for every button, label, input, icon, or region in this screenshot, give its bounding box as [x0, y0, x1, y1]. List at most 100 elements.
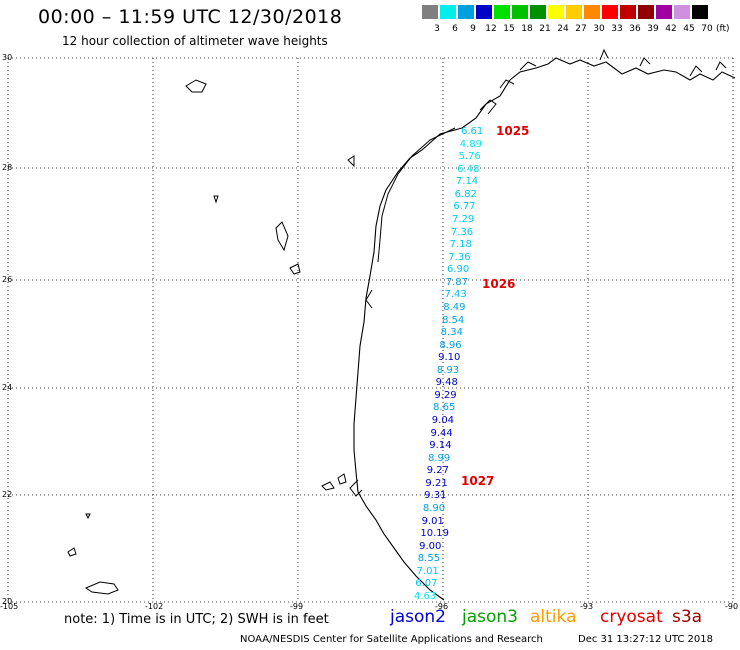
latitude-label: 22: [2, 490, 13, 499]
swh-value: 9.29: [434, 389, 457, 401]
barrier-island: [377, 127, 456, 263]
swh-value: 7.01: [416, 565, 439, 577]
color-scale-label: 36: [629, 24, 641, 34]
island-outline: [321, 481, 335, 491]
lake-outline: [289, 263, 301, 275]
color-swatch: [692, 5, 708, 19]
swh-value: 7.36: [450, 226, 474, 238]
swh-value: 7.87: [445, 276, 469, 288]
swh-value: 9.44: [430, 427, 453, 439]
color-scale-label: 27: [575, 24, 587, 34]
longitude-label: -90: [725, 602, 739, 611]
color-swatch: [512, 5, 528, 19]
latitude-label: 20: [2, 597, 13, 606]
swh-value: 9.00: [419, 540, 442, 552]
swh-value: 6.48: [457, 163, 480, 175]
swh-value: 6.07: [415, 578, 438, 590]
footer-note: note: 1) Time is in UTC; 2) SWH is in fe…: [64, 612, 329, 627]
color-scale-label: 45: [683, 24, 695, 34]
swh-value: 8.49: [443, 301, 466, 313]
lake-outline: [185, 79, 207, 93]
swh-value: 7.43: [444, 289, 467, 301]
color-scale-unit: (ft): [716, 24, 730, 34]
swh-value: 9.01: [421, 515, 444, 527]
swh-value: 6.90: [447, 264, 470, 276]
swh-value: 8.96: [439, 339, 462, 351]
color-scale-label: 9: [470, 24, 476, 34]
bay-outline: [349, 61, 537, 497]
swh-value: 7.14: [455, 176, 479, 188]
swh-value: 7.18: [449, 239, 472, 251]
latitude-label: 30: [2, 53, 13, 62]
swh-value: 8.34: [440, 327, 463, 339]
color-swatch: [584, 5, 600, 19]
lat-lon-grid: [7, 57, 734, 603]
color-swatch: [422, 5, 438, 19]
color-swatch: [638, 5, 654, 19]
swh-value: 4.63: [414, 591, 437, 602]
latitude-label: 26: [2, 275, 13, 284]
swh-value: 10.19: [420, 528, 449, 540]
color-swatch: [566, 5, 582, 19]
latitude-label: 28: [2, 163, 13, 172]
swh-value: 9.48: [435, 377, 458, 389]
color-scale-label: 21: [539, 24, 551, 34]
swh-value: 9.27: [426, 465, 449, 477]
pass-label-1026: 1026: [482, 277, 516, 291]
pass-label-1027: 1027: [461, 474, 495, 488]
longitude-label: -102: [145, 602, 164, 611]
color-scale-label: 18: [521, 24, 533, 34]
swh-value: 8.65: [433, 402, 456, 414]
swh-value: 9.04: [431, 415, 455, 427]
swh-value: 7.36: [448, 251, 471, 263]
credit-line: NOAA/NESDIS Center for Satellite Applica…: [240, 634, 543, 645]
color-swatch: [494, 5, 510, 19]
swh-value: 8.54: [441, 314, 465, 326]
color-scale-label: 39: [647, 24, 659, 34]
coast-inlet: [599, 48, 727, 77]
swh-value: 8.55: [417, 553, 441, 565]
longitude-label: -99: [290, 602, 304, 611]
color-scale-label: 70: [701, 24, 713, 34]
island-outline: [84, 581, 119, 595]
swh-value: 9.21: [425, 477, 448, 489]
color-scale-label: 24: [557, 24, 569, 34]
latitude-label: 24: [2, 383, 13, 392]
color-swatch: [458, 5, 474, 19]
pass-label-1025: 1025: [496, 124, 530, 138]
swh-value: 9.31: [424, 490, 447, 502]
island-outline: [85, 155, 355, 520]
color-scale-label: 30: [593, 24, 605, 34]
swh-value: 9.10: [438, 352, 461, 364]
satellite-legend-item: altika: [530, 607, 577, 627]
longitude-label: -93: [580, 602, 594, 611]
coastline: [353, 57, 736, 601]
swh-value: 7.29: [452, 213, 475, 225]
satellite-legend-item: s3a: [672, 607, 703, 627]
color-scale-label: 6: [452, 24, 458, 34]
swh-value: 9.14: [429, 440, 452, 452]
swh-value: 8.93: [436, 364, 460, 376]
generated-timestamp: Dec 31 13:27:12 UTC 2018: [578, 634, 713, 645]
color-scale-label: 3: [434, 24, 440, 34]
page-subtitle: 12 hour collection of altimeter wave hei…: [62, 34, 328, 48]
swh-value: 4.89: [459, 138, 482, 150]
swh-value: 8.90: [422, 503, 446, 515]
satellite-legend-item: cryosat: [600, 607, 663, 627]
color-scale-label: 15: [503, 24, 515, 34]
color-swatch: [656, 5, 672, 19]
page-title: 00:00 – 11:59 UTC 12/30/2018: [38, 6, 343, 28]
satellite-legend-item: jason2: [390, 607, 446, 627]
island-outline: [337, 473, 347, 485]
color-swatch: [440, 5, 456, 19]
longitude-label: -96: [435, 602, 449, 611]
swh-value: 5.76: [458, 151, 481, 163]
color-scale-label: 33: [611, 24, 623, 34]
longitude-label: -105: [0, 602, 19, 611]
swh-value: 6.77: [453, 201, 476, 213]
swh-value: 8.99: [427, 452, 451, 464]
color-swatch: [530, 5, 546, 19]
lake-outline: [275, 221, 289, 252]
color-swatch: [476, 5, 492, 19]
